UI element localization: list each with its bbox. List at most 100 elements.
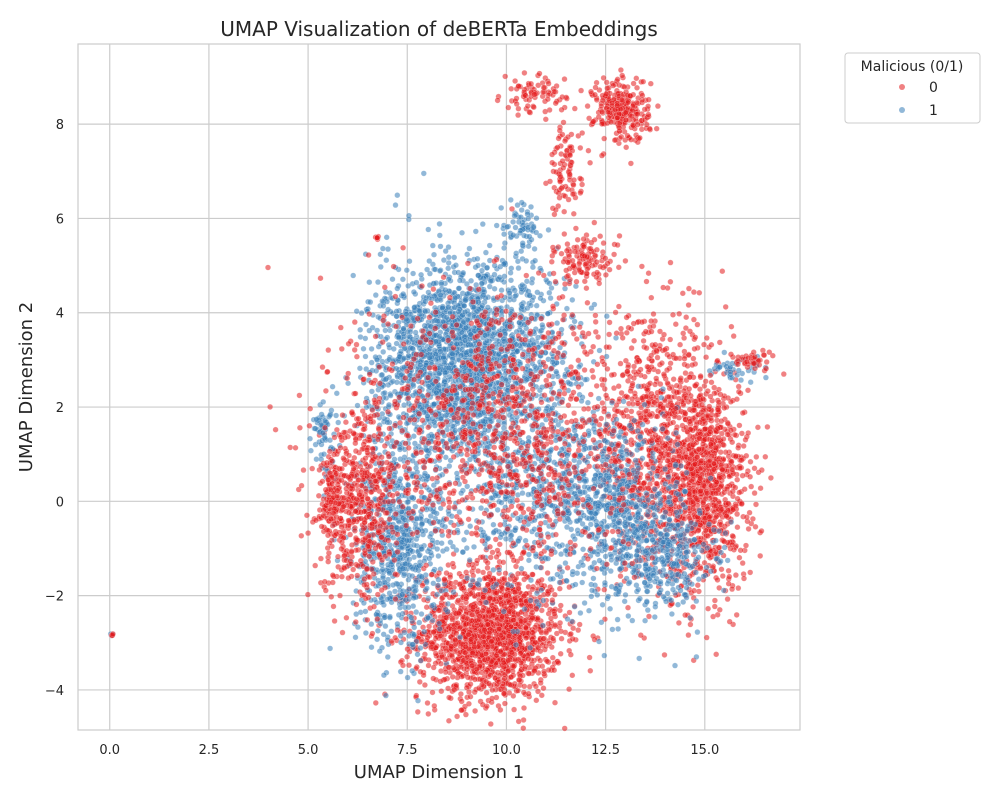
point-series-0 xyxy=(449,560,456,567)
point-series-0 xyxy=(532,639,539,646)
point-series-0 xyxy=(587,667,594,674)
point-series-1 xyxy=(450,589,457,596)
point-series-1 xyxy=(417,362,424,369)
point-series-1 xyxy=(377,251,384,258)
point-series-0 xyxy=(451,686,458,693)
point-series-1 xyxy=(366,279,373,286)
point-series-0 xyxy=(526,683,533,690)
point-series-0 xyxy=(569,672,576,679)
point-series-0 xyxy=(667,360,674,367)
point-series-0 xyxy=(521,570,528,577)
point-series-0 xyxy=(493,589,500,596)
point-series-0 xyxy=(736,489,743,496)
point-series-0 xyxy=(716,339,723,346)
point-series-0 xyxy=(462,643,469,650)
point-series-0 xyxy=(675,619,682,626)
point-series-1 xyxy=(445,600,451,607)
point-series-0 xyxy=(725,567,732,574)
point-series-1 xyxy=(354,402,361,409)
point-series-0 xyxy=(416,678,423,685)
point-series-0 xyxy=(494,547,501,554)
point-series-0 xyxy=(474,557,481,564)
point-series-0 xyxy=(520,725,527,732)
point-series-1 xyxy=(588,305,595,312)
point-series-0 xyxy=(780,371,787,378)
point-series-0 xyxy=(471,689,478,696)
point-series-1 xyxy=(449,350,456,357)
point-series-0 xyxy=(466,689,472,695)
point-series-0 xyxy=(521,665,528,672)
point-series-0 xyxy=(548,586,555,593)
point-series-0 xyxy=(471,676,478,683)
point-series-1 xyxy=(531,363,538,370)
point-series-1 xyxy=(433,280,440,286)
point-series-1 xyxy=(426,555,433,562)
point-series-0 xyxy=(372,699,379,706)
point-series-0 xyxy=(465,700,472,707)
point-series-0 xyxy=(704,505,711,512)
point-series-1 xyxy=(379,358,386,365)
point-series-0 xyxy=(704,388,711,395)
point-series-0 xyxy=(735,585,742,592)
point-series-0 xyxy=(429,689,436,696)
point-series-1 xyxy=(559,359,566,366)
point-series-0 xyxy=(715,399,722,406)
point-series-1 xyxy=(432,338,439,345)
point-series-0 xyxy=(534,615,541,622)
point-series-0 xyxy=(500,690,507,697)
point-series-1 xyxy=(474,255,481,262)
point-series-1 xyxy=(433,389,440,396)
point-series-1 xyxy=(441,359,448,366)
point-series-0 xyxy=(461,605,468,611)
point-series-1 xyxy=(445,276,452,283)
point-series-0 xyxy=(533,697,540,704)
point-series-0 xyxy=(735,444,742,451)
point-series-0 xyxy=(729,439,736,446)
point-series-0 xyxy=(421,682,428,688)
point-series-0 xyxy=(718,566,725,573)
point-series-0 xyxy=(545,620,552,627)
point-series-1 xyxy=(360,345,367,352)
point-series-0 xyxy=(586,654,593,661)
point-series-1 xyxy=(491,271,498,278)
point-series-0 xyxy=(424,700,431,706)
point-series-0 xyxy=(694,582,701,589)
point-series-0 xyxy=(758,467,765,474)
point-series-0 xyxy=(739,560,746,567)
point-series-1 xyxy=(442,454,449,461)
point-series-1 xyxy=(534,289,541,296)
point-series-1 xyxy=(440,257,447,264)
point-series-0 xyxy=(432,650,439,657)
point-series-0 xyxy=(449,673,456,680)
point-series-1 xyxy=(377,263,384,270)
point-series-1 xyxy=(387,392,394,399)
point-series-0 xyxy=(511,706,518,713)
point-series-0 xyxy=(502,570,509,577)
point-series-0 xyxy=(495,626,502,632)
point-series-0 xyxy=(736,554,743,561)
point-series-0 xyxy=(566,609,573,616)
point-series-0 xyxy=(529,615,536,622)
point-series-1 xyxy=(363,366,370,372)
point-series-1 xyxy=(461,302,468,309)
point-series-0 xyxy=(473,666,480,673)
point-series-0 xyxy=(457,691,464,697)
point-series-1 xyxy=(393,313,400,320)
point-series-1 xyxy=(452,294,459,301)
point-series-0 xyxy=(404,653,411,660)
point-series-1 xyxy=(596,347,603,354)
point-series-1 xyxy=(399,276,406,283)
point-series-0 xyxy=(549,654,556,661)
point-series-0 xyxy=(721,404,728,411)
point-series-1 xyxy=(425,226,432,233)
point-series-1 xyxy=(498,287,505,294)
point-series-0 xyxy=(557,619,564,626)
point-series-1 xyxy=(384,419,391,426)
point-series-0 xyxy=(512,656,519,663)
point-series-0 xyxy=(764,423,771,430)
point-series-0 xyxy=(725,395,732,401)
point-series-0 xyxy=(469,650,476,657)
point-series-1 xyxy=(547,295,554,302)
point-series-0 xyxy=(497,648,504,655)
point-series-1 xyxy=(571,318,578,325)
